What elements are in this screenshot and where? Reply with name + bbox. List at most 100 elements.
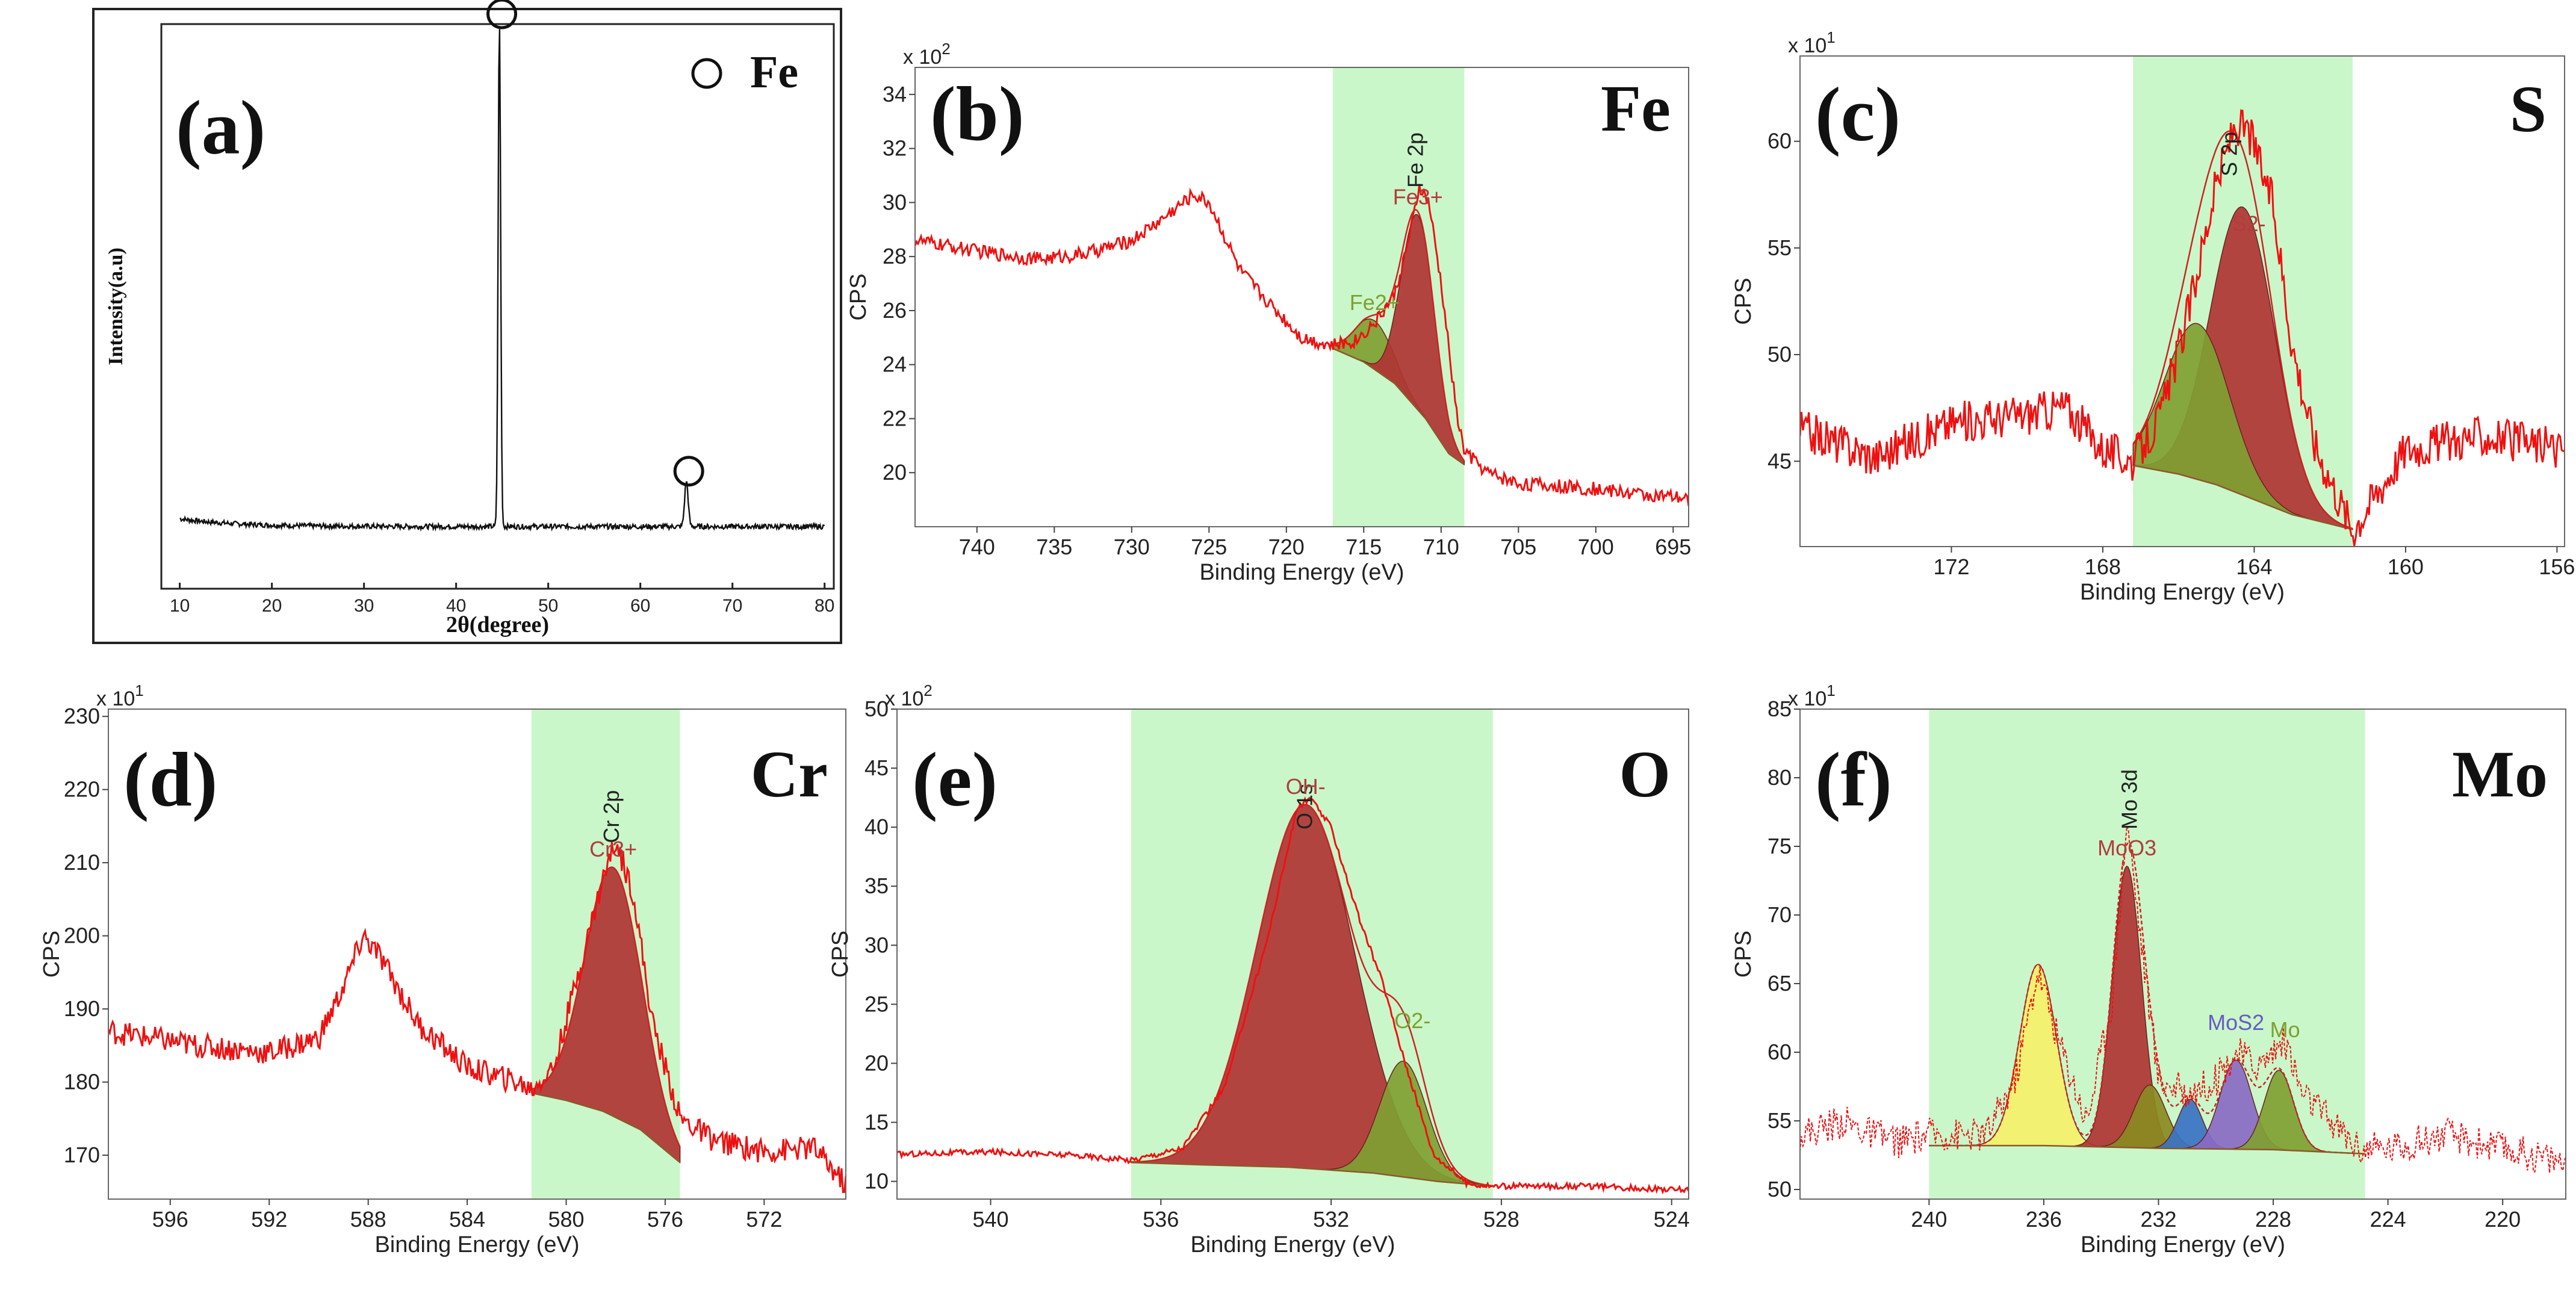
x-tick-label: 730 bbox=[1114, 535, 1150, 559]
panel-f-xps: 240 236 232 228 224 220 50 55 60 65 70 75 80 85x 101 B… bbox=[1731, 681, 2566, 1257]
y-tick-label: 35 bbox=[864, 873, 889, 898]
x-tick-label: 725 bbox=[1191, 535, 1227, 559]
x-axis-label: Binding Energy (eV) bbox=[1190, 1232, 1395, 1257]
panel-e-xps: 540 536 532 528 524 10 15 20 25 30 35 40 45 50x 102 Bi… bbox=[828, 681, 1690, 1257]
y-tick-label: 60 bbox=[1768, 129, 1792, 153]
x-tick-label: 705 bbox=[1500, 535, 1536, 559]
x-tick-label: 720 bbox=[1268, 535, 1305, 559]
panel-label-b: (b) bbox=[930, 71, 1024, 157]
x-tick-label: 20 bbox=[262, 596, 282, 616]
x-tick-label: 576 bbox=[647, 1207, 683, 1232]
y-tick-label: 180 bbox=[64, 1070, 100, 1094]
y-tick-label: 55 bbox=[1768, 235, 1792, 260]
spectrum-line bbox=[1800, 109, 2565, 547]
plot-frame bbox=[914, 67, 1689, 527]
y-tick-label: 26 bbox=[883, 298, 907, 323]
x-tick-label: 596 bbox=[152, 1207, 188, 1232]
background-line bbox=[1332, 347, 1465, 465]
y-tick-label: 45 bbox=[864, 755, 889, 780]
core-level-label: Fe 2p bbox=[1403, 132, 1428, 188]
panel-label-c: (c) bbox=[1815, 72, 1901, 157]
element-label-c: S bbox=[2510, 72, 2547, 146]
x-tick-label: 50 bbox=[538, 596, 558, 616]
spectrum-line bbox=[1800, 825, 2566, 1173]
element-label-e: O bbox=[1619, 737, 1671, 811]
y-tick-label: 75 bbox=[1768, 834, 1792, 858]
component-label: O2- bbox=[1394, 1008, 1430, 1033]
plot-frame bbox=[896, 709, 1689, 1200]
x-tick-label: 70 bbox=[722, 596, 742, 616]
component-label: OH- bbox=[1286, 774, 1326, 799]
component-label: MoO3 bbox=[2097, 836, 2156, 860]
panel-c-xps: 172 168 164 160 156 45 50 55 60 x 101 Binding Ener… bbox=[1731, 28, 2575, 605]
y-tick-label: 230 bbox=[64, 704, 100, 728]
y-tick-label: 34 bbox=[883, 82, 907, 107]
panel-label-a: (a) bbox=[176, 85, 265, 170]
x-tick-label: 228 bbox=[2255, 1207, 2291, 1232]
y-tick-label: 80 bbox=[1768, 765, 1792, 790]
xrd-pattern-line bbox=[179, 29, 825, 532]
x-axis-label: 2θ(degree) bbox=[446, 612, 549, 637]
panel-d-xps: 596 592 588 584 580 576 572 170 180 190 200 210 220 2… bbox=[39, 681, 846, 1257]
component-label: MoS2 bbox=[2208, 1010, 2264, 1035]
y-tick-label: 190 bbox=[64, 996, 100, 1021]
y-tick-label: 10 bbox=[864, 1169, 889, 1194]
x-tick-label: 240 bbox=[1911, 1207, 1947, 1232]
element-label-d: Cr bbox=[751, 737, 828, 811]
plot-content bbox=[1800, 109, 2565, 547]
y-tick-label: 200 bbox=[64, 923, 100, 948]
y-tick-label: 24 bbox=[883, 352, 907, 377]
panel-label-e: (e) bbox=[912, 737, 998, 822]
plot-area bbox=[108, 709, 846, 1199]
background-line bbox=[1131, 1161, 1493, 1187]
x-tick-label: 592 bbox=[251, 1207, 287, 1232]
plot-content bbox=[915, 184, 1689, 506]
y-tick-label: 15 bbox=[864, 1110, 889, 1135]
x-tick-label: 740 bbox=[959, 535, 995, 559]
y-tick-label: 28 bbox=[883, 244, 907, 268]
y-tick-label: 20 bbox=[883, 460, 907, 485]
y-axis-label: Intensity(a.u) bbox=[105, 247, 127, 365]
background-line bbox=[2133, 465, 2353, 530]
x-tick-label: 572 bbox=[746, 1207, 782, 1232]
component-label: Fe3+ bbox=[1393, 185, 1443, 209]
legend-fe-marker bbox=[691, 58, 722, 89]
plot-content bbox=[897, 796, 1689, 1195]
axis-multiplier-label: x 101 bbox=[96, 681, 144, 710]
y-axis-label: CPS bbox=[1731, 931, 1756, 978]
panel-b-xps: 740 735 730 725 720 715 710 705 700 695 20 22 24 26 28… bbox=[846, 40, 1691, 585]
component-label: Mo bbox=[2270, 1017, 2300, 1042]
core-level-label: S 2p bbox=[2217, 132, 2242, 176]
axis-multiplier-label: x 101 bbox=[1788, 681, 1836, 710]
y-tick-label: 22 bbox=[883, 406, 907, 430]
y-axis-label: CPS bbox=[828, 931, 853, 978]
x-tick-label: 40 bbox=[446, 596, 466, 616]
x-tick-label: 710 bbox=[1423, 535, 1459, 559]
y-tick-label: 170 bbox=[64, 1143, 100, 1167]
spectrum-line bbox=[915, 184, 1689, 506]
x-tick-label: 588 bbox=[350, 1207, 386, 1232]
background-line bbox=[1929, 1144, 2365, 1155]
y-tick-label: 50 bbox=[864, 696, 889, 721]
y-tick-label: 50 bbox=[1768, 1177, 1792, 1202]
core-level-label: O 1s bbox=[1292, 784, 1317, 829]
x-tick-label: 700 bbox=[1578, 535, 1614, 559]
plot-frame bbox=[108, 709, 846, 1200]
y-tick-label: 50 bbox=[1768, 342, 1792, 367]
plot-content bbox=[108, 842, 846, 1194]
x-tick-label: 10 bbox=[170, 596, 190, 616]
x-axis-label: Binding Energy (eV) bbox=[374, 1232, 579, 1257]
legend-fe-label: Fe bbox=[750, 47, 798, 98]
component-label: Cr3+ bbox=[589, 837, 637, 861]
plot-area bbox=[915, 67, 1689, 527]
x-tick-label: 60 bbox=[630, 596, 650, 616]
x-tick-label: 735 bbox=[1036, 535, 1072, 559]
x-tick-label: 695 bbox=[1655, 535, 1691, 559]
y-axis-label: CPS bbox=[846, 273, 871, 320]
core-level-label: Mo 3d bbox=[2117, 769, 2141, 829]
x-axis-label: Binding Energy (eV) bbox=[2081, 1232, 2285, 1257]
y-tick-label: 45 bbox=[1768, 448, 1792, 473]
fe-peak-marker bbox=[486, 0, 518, 29]
